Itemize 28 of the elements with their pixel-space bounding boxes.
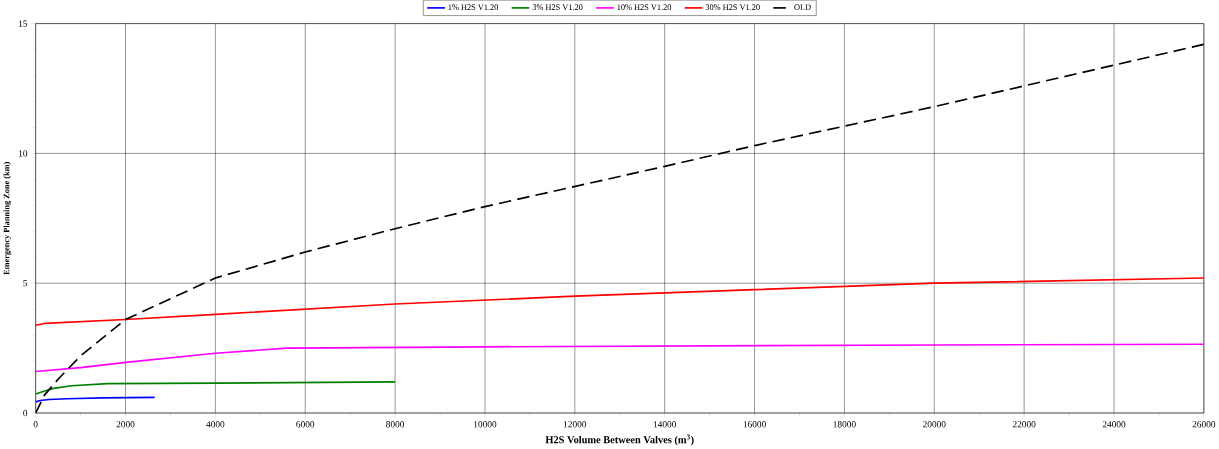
line-series bbox=[35, 343, 1204, 373]
y-tick-label: 15 bbox=[19, 20, 28, 27]
legend-label: 10% H2S V1.20 bbox=[617, 4, 672, 11]
x-tick-label: 26000 bbox=[1192, 421, 1216, 428]
x-tick-label: 8000 bbox=[386, 421, 405, 428]
x-tick-label: 12000 bbox=[563, 421, 587, 428]
y-axis-title: Emergency Planning Zone (km) bbox=[3, 162, 12, 275]
line-series bbox=[35, 381, 396, 395]
y-tick-label: 0 bbox=[23, 409, 28, 417]
x-tick-label: 2000 bbox=[116, 421, 135, 428]
y-tick-label: 5 bbox=[23, 280, 28, 287]
x-axis-title: H2S Volume Between Valves (m$^{3}$) bbox=[545, 434, 694, 446]
legend-label: 3% H2S V1.20 bbox=[532, 4, 583, 11]
x-tick-label: 4000 bbox=[206, 421, 225, 428]
x-tick-label: 10000 bbox=[474, 421, 497, 428]
y-tick-label: 10 bbox=[19, 150, 28, 157]
legend-label: 1% H2S V1.20 bbox=[448, 4, 499, 11]
legend-label: 30% H2S V1.20 bbox=[705, 4, 760, 11]
x-tick-label: 6000 bbox=[296, 421, 315, 428]
line-series bbox=[35, 277, 1204, 327]
x-tick-label: 24000 bbox=[1102, 421, 1126, 428]
x-tick-label: 22000 bbox=[1012, 421, 1036, 428]
x-tick-label: 0 bbox=[33, 421, 38, 428]
legend-label: OLD bbox=[794, 4, 811, 11]
x-tick-label: 20000 bbox=[923, 421, 946, 428]
x-tick-label: 14000 bbox=[653, 421, 677, 428]
x-tick-label: 16000 bbox=[743, 421, 766, 428]
x-tick-label: 18000 bbox=[833, 421, 856, 428]
